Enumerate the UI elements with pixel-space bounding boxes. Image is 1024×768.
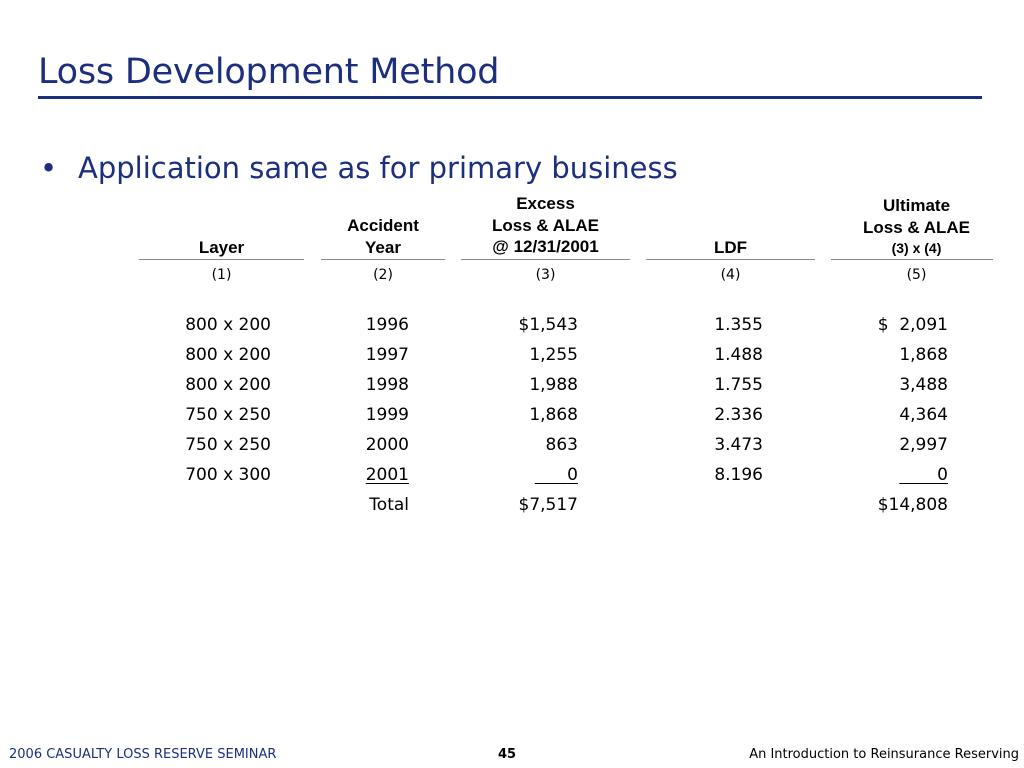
cell-year: 1996 bbox=[365, 315, 409, 335]
cell-ultimate: 2,997 bbox=[899, 435, 948, 455]
header-ultimate-line3: (3) x (4) bbox=[891, 240, 942, 256]
header-excess-line3: @ 12/31/2001 bbox=[492, 237, 599, 256]
page-number: 45 bbox=[498, 747, 517, 762]
cell-excess: 1,868 bbox=[529, 405, 578, 425]
cell-ldf: 8.196 bbox=[714, 465, 763, 485]
column-number: (5) bbox=[906, 267, 927, 283]
cell-ldf: 1.488 bbox=[714, 345, 763, 365]
cell-excess: 1,255 bbox=[529, 345, 578, 365]
header-excess: Excess Loss & ALAE @ 12/31/2001 bbox=[461, 193, 630, 258]
total-ultimate: $14,808 bbox=[877, 495, 948, 515]
header-rule-4 bbox=[646, 259, 815, 260]
header-ultimate: Ultimate Loss & ALAE (3) x (4) bbox=[831, 195, 1002, 260]
bullet-dot-icon: • bbox=[40, 151, 58, 185]
cell-ldf: 2.336 bbox=[714, 405, 763, 425]
cell-year: 2000 bbox=[365, 435, 409, 455]
cell-excess: 0 bbox=[535, 465, 578, 485]
cell-year: 2001 bbox=[365, 465, 409, 485]
cell-ldf: 1.355 bbox=[714, 315, 763, 335]
cell-ldf: 3.473 bbox=[714, 435, 763, 455]
cell-ultimate: 1,868 bbox=[899, 345, 948, 365]
cell-excess: 863 bbox=[545, 435, 578, 455]
column-number: (4) bbox=[720, 267, 741, 283]
cell-year: 1997 bbox=[365, 345, 409, 365]
bullet-text: Application same as for primary business bbox=[78, 151, 678, 185]
cell-ultimate: $ 2,091 bbox=[877, 315, 948, 335]
header-excess-line2: Loss & ALAE bbox=[491, 215, 600, 235]
bullet-point: • Application same as for primary busines… bbox=[40, 151, 678, 185]
cell-year: 1998 bbox=[365, 375, 409, 395]
cell-excess: 1,988 bbox=[529, 375, 578, 395]
cell-layer: 800 x 200 bbox=[185, 345, 271, 365]
column-number: (1) bbox=[211, 267, 232, 283]
cell-ultimate: 3,488 bbox=[899, 375, 948, 395]
title-underline bbox=[38, 96, 982, 99]
footer-right: An Introduction to Reinsurance Reserving bbox=[749, 747, 1019, 762]
total-excess: $7,517 bbox=[518, 495, 578, 515]
header-layer: Layer bbox=[139, 237, 304, 259]
header-accident-line2: Year bbox=[365, 237, 401, 257]
header-accident-year: Accident Year bbox=[321, 215, 445, 258]
cell-ultimate: 4,364 bbox=[899, 405, 948, 425]
cell-excess-value: 0 bbox=[567, 465, 578, 485]
cell-layer: 700 x 300 bbox=[185, 465, 271, 485]
header-ldf-line1: LDF bbox=[713, 238, 748, 257]
underline-spacer bbox=[899, 465, 937, 485]
header-excess-line1: Excess bbox=[516, 194, 575, 213]
header-rule-3 bbox=[461, 259, 630, 260]
cell-excess: $1,543 bbox=[518, 315, 578, 335]
cell-layer: 750 x 250 bbox=[185, 435, 271, 455]
header-rule-1 bbox=[139, 259, 304, 260]
header-layer-line1: Layer bbox=[198, 238, 245, 257]
header-accident-line1: Accident bbox=[347, 216, 419, 235]
header-ldf: LDF bbox=[646, 237, 815, 259]
cell-layer: 800 x 200 bbox=[185, 315, 271, 335]
header-ultimate-line2: Loss & ALAE bbox=[862, 217, 971, 237]
column-number: (3) bbox=[535, 267, 556, 283]
cell-year: 1999 bbox=[365, 405, 409, 425]
slide-title: Loss Development Method bbox=[38, 52, 500, 92]
cell-ldf: 1.755 bbox=[714, 375, 763, 395]
header-ultimate-line1: Ultimate bbox=[882, 196, 951, 215]
header-rule-5 bbox=[831, 259, 993, 260]
cell-ultimate: 0 bbox=[899, 465, 948, 485]
cell-ultimate-value: 0 bbox=[937, 465, 948, 485]
footer-left: 2006 CASUALTY LOSS RESERVE SEMINAR bbox=[9, 747, 277, 762]
column-number: (2) bbox=[373, 267, 393, 283]
total-label: Total bbox=[369, 495, 409, 515]
header-rule-2 bbox=[321, 259, 445, 260]
cell-layer: 750 x 250 bbox=[185, 405, 271, 425]
cell-layer: 800 x 200 bbox=[185, 375, 271, 395]
underline-spacer bbox=[535, 465, 567, 485]
